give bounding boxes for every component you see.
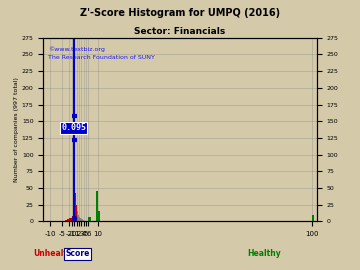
Text: The Research Foundation of SUNY: The Research Foundation of SUNY (48, 55, 155, 60)
Bar (67, 220, 69, 221)
Bar (95, 191, 98, 221)
Text: Score: Score (66, 249, 90, 258)
Text: ©www.textbiz.org: ©www.textbiz.org (48, 46, 105, 52)
Text: 0.095: 0.095 (61, 123, 86, 132)
Bar (89, 217, 91, 221)
Bar (69, 218, 72, 221)
Bar (73, 215, 74, 221)
Text: Healthy: Healthy (248, 249, 281, 258)
Text: Sector: Financials: Sector: Financials (134, 27, 226, 36)
Text: Z'-Score Histogram for UMPQ (2016): Z'-Score Histogram for UMPQ (2016) (80, 8, 280, 18)
Text: Unhealthy: Unhealthy (33, 249, 77, 258)
Bar (312, 215, 314, 221)
Bar (64, 220, 67, 221)
Bar (72, 216, 73, 221)
Bar (98, 211, 100, 221)
Y-axis label: Number of companies (997 total): Number of companies (997 total) (14, 77, 19, 182)
